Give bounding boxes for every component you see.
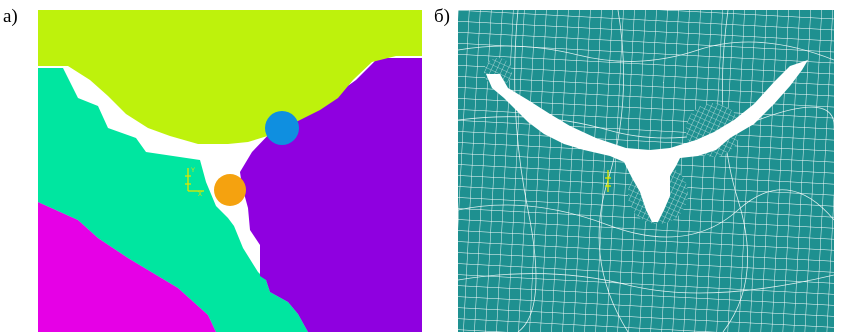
left-region — [38, 68, 308, 332]
axis-y-label: Y — [191, 168, 195, 174]
mesh-axis-triad-marker — [605, 170, 611, 192]
blue-circle — [265, 111, 299, 145]
region-diagram: Y X — [38, 10, 422, 332]
axis-x-label: X — [198, 192, 202, 198]
bottom-left-region — [38, 202, 216, 332]
opening-void — [486, 60, 808, 222]
mesh-diagram — [458, 10, 834, 332]
orange-circle — [214, 174, 246, 206]
panel-b-label: б) — [434, 6, 450, 27]
panel-a-label: а) — [3, 6, 18, 27]
top-region — [38, 10, 422, 144]
axis-triad-marker — [185, 168, 204, 192]
